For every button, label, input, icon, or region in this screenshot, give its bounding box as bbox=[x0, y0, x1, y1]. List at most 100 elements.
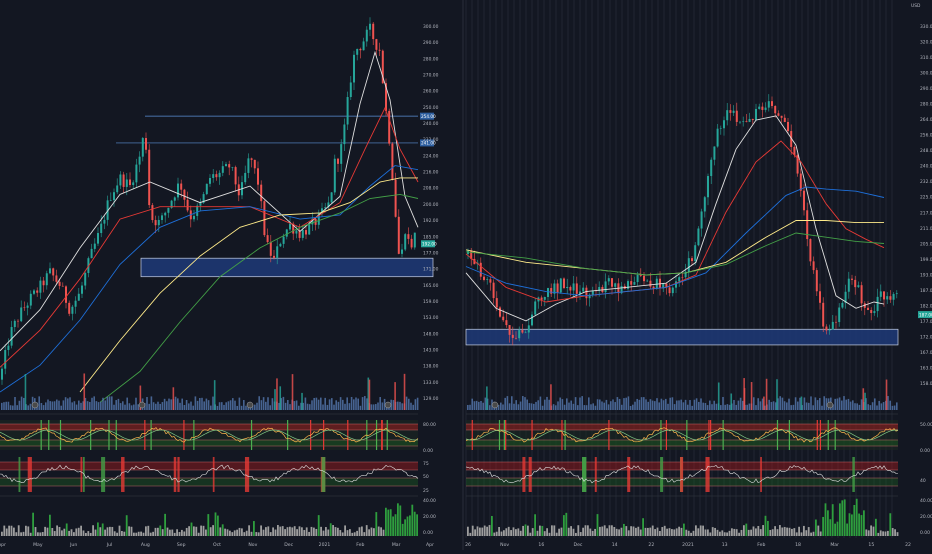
volume-bar bbox=[216, 405, 219, 410]
histogram-bar bbox=[896, 532, 899, 536]
rsi-tick-label: 50 bbox=[423, 474, 429, 480]
histogram-bar bbox=[798, 526, 800, 536]
histogram-bar bbox=[707, 529, 709, 536]
histogram-bar bbox=[97, 522, 99, 536]
x-tick-label: Dec bbox=[574, 542, 583, 548]
candle-body bbox=[668, 287, 671, 294]
histogram-bar bbox=[594, 528, 596, 536]
candle-body bbox=[719, 128, 722, 129]
candle-body bbox=[378, 49, 381, 51]
volume-bar bbox=[843, 396, 845, 410]
histogram-bar bbox=[783, 526, 786, 536]
histogram-bar bbox=[879, 530, 882, 536]
current-price-bg bbox=[918, 311, 932, 319]
volume-bar bbox=[243, 400, 245, 410]
volume-bar bbox=[225, 402, 227, 410]
rsi-spike bbox=[627, 457, 631, 492]
volume-bar bbox=[67, 398, 69, 410]
volume-bar bbox=[234, 400, 236, 410]
histogram-bar bbox=[243, 532, 246, 536]
histogram-bar bbox=[613, 526, 616, 536]
histogram-bar bbox=[5, 528, 8, 536]
volume-bar bbox=[856, 403, 858, 410]
volume-bar bbox=[199, 398, 201, 410]
candle-body bbox=[282, 236, 285, 244]
histogram-bar bbox=[548, 532, 551, 536]
histogram-bar bbox=[647, 527, 649, 536]
candle-body bbox=[49, 268, 51, 274]
earnings-marker bbox=[826, 401, 834, 409]
volume-spike bbox=[864, 392, 866, 410]
volume-bar bbox=[700, 398, 702, 410]
candle-body bbox=[234, 167, 237, 185]
histogram-bar bbox=[49, 514, 51, 536]
price-tick-label: 129.00 bbox=[423, 396, 439, 402]
volume-spike bbox=[279, 386, 282, 410]
volume-bar bbox=[379, 397, 381, 410]
volume-bar bbox=[201, 397, 203, 410]
volume-bar bbox=[256, 402, 258, 410]
candle-body bbox=[841, 302, 844, 308]
volume-bar bbox=[867, 404, 869, 410]
oscillator-tick-label: 80.00 bbox=[423, 422, 436, 428]
price-tick-label: 232.00 bbox=[920, 179, 932, 185]
candle-body bbox=[627, 281, 629, 289]
candle-body bbox=[742, 121, 745, 122]
histogram-bar bbox=[817, 525, 820, 536]
histogram-bar bbox=[29, 532, 32, 536]
histogram-bar bbox=[735, 529, 738, 536]
histogram-bar bbox=[762, 525, 764, 536]
volume-bar bbox=[634, 401, 636, 410]
histogram-bar bbox=[289, 526, 291, 536]
candle-body bbox=[553, 283, 556, 294]
candle-body bbox=[860, 285, 863, 304]
histogram-bar bbox=[75, 528, 78, 536]
histogram-bar bbox=[675, 528, 678, 536]
histogram-bar bbox=[834, 523, 836, 536]
price-tick-label: 158.00 bbox=[920, 381, 932, 387]
histogram-bar bbox=[406, 516, 409, 536]
candle-body bbox=[563, 278, 565, 289]
volume-bar bbox=[759, 401, 762, 410]
histogram-bar bbox=[642, 518, 644, 536]
candle-body bbox=[575, 283, 578, 294]
candle-body bbox=[266, 235, 269, 243]
volume-bar bbox=[89, 401, 91, 410]
rsi-spike bbox=[27, 457, 32, 492]
histogram-bar bbox=[546, 528, 548, 536]
volume-spike bbox=[743, 388, 746, 410]
volume-bar bbox=[58, 400, 60, 410]
volume-bar bbox=[355, 397, 357, 410]
histogram-bar bbox=[337, 527, 339, 536]
histogram-bar bbox=[714, 527, 716, 536]
volume-bar bbox=[51, 401, 54, 410]
volume-bar bbox=[223, 404, 225, 410]
histogram-bar bbox=[486, 526, 488, 536]
histogram-bar bbox=[317, 515, 320, 536]
histogram-bar bbox=[575, 532, 577, 536]
candle-body bbox=[825, 326, 828, 331]
volume-bar bbox=[797, 401, 799, 410]
price-tick-label: 217.00 bbox=[920, 210, 932, 216]
histogram-bar bbox=[587, 525, 589, 536]
volume-bar bbox=[687, 404, 689, 410]
histogram-bar bbox=[178, 532, 181, 536]
histogram-bar bbox=[644, 527, 647, 536]
histogram-bar bbox=[848, 513, 851, 536]
oscillator-tick-label: 0.00 bbox=[920, 448, 930, 454]
volume-bar bbox=[592, 403, 594, 410]
volume-bar bbox=[816, 400, 819, 410]
volume-spike bbox=[776, 379, 778, 410]
candle-body bbox=[327, 202, 330, 208]
histogram-bar bbox=[34, 527, 37, 536]
histogram-bar bbox=[152, 531, 154, 536]
candle-body bbox=[257, 168, 259, 185]
candle-body bbox=[17, 320, 19, 322]
histogram-bar bbox=[577, 525, 580, 536]
price-tick-label: 185.00 bbox=[423, 234, 439, 240]
volume-spike bbox=[750, 382, 753, 410]
candle-body bbox=[346, 97, 349, 125]
histogram-bar bbox=[637, 526, 640, 536]
histogram-bar bbox=[582, 527, 584, 536]
volume-bar bbox=[618, 398, 621, 410]
